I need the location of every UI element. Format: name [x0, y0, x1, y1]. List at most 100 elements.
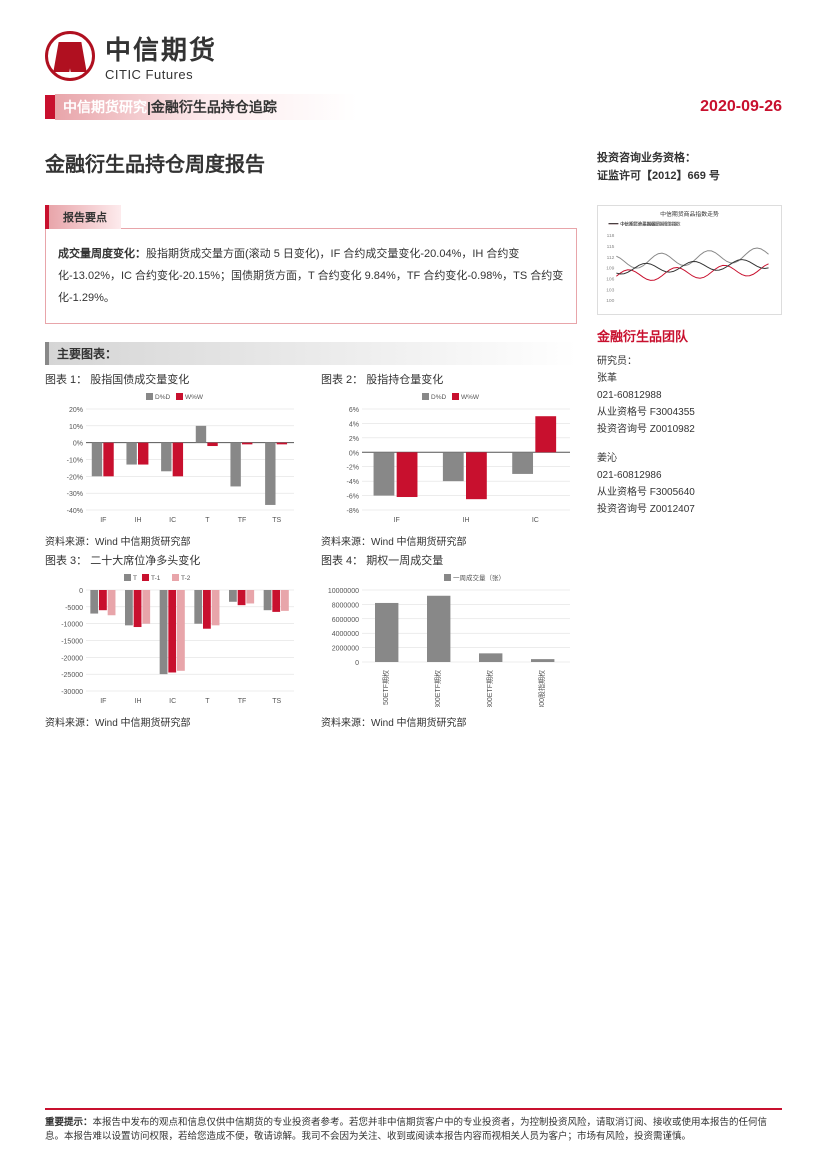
- mini-index-chart: 中信期货商品指数走势中信期货十年期国债期货指数中信期货沪深300股指期货指数中信…: [597, 205, 782, 315]
- svg-text:IH: IH: [135, 698, 142, 705]
- chart-4-source: 资料来源：Wind 中信期货研究部: [321, 714, 577, 729]
- disclaimer-text: 本报告中发布的观点和信息仅供中信期货的专业投资者参考。若您并非中信期货客户中的专…: [45, 1117, 767, 1142]
- svg-text:106: 106: [606, 277, 614, 283]
- svg-text:T: T: [205, 698, 210, 705]
- svg-text:TF: TF: [238, 517, 247, 524]
- svg-text:IC: IC: [532, 517, 539, 524]
- svg-text:中信期货商品指数走势: 中信期货商品指数走势: [660, 210, 719, 218]
- svg-text:IH: IH: [463, 517, 470, 524]
- svg-text:0: 0: [355, 660, 359, 667]
- svg-text:IH: IH: [135, 517, 142, 524]
- svg-text:T-1: T-1: [151, 575, 161, 582]
- svg-text:TF: TF: [238, 698, 247, 705]
- svg-text:IF: IF: [100, 517, 106, 524]
- chart-1-svg: -40%-30%-20%-10%0%10%20%IFIHICTTFTSD%DW%…: [45, 391, 301, 526]
- keypoint-text: 成交量周度变化：股指期货成交量方面(滚动 5 日变化)，IF 合约成交量变化-2…: [58, 248, 563, 304]
- chart-4: 图表 4： 期权一周成交量 0 2000000 4000000 6000000 8000…: [321, 552, 577, 729]
- svg-text:-20%: -20%: [67, 474, 83, 481]
- qual-line1: 投资咨询业务资格：: [597, 150, 782, 168]
- svg-text:100: 100: [606, 298, 614, 304]
- svg-text:IC: IC: [169, 698, 176, 705]
- svg-text:0%: 0%: [349, 450, 359, 457]
- svg-text:0: 0: [79, 588, 83, 595]
- svg-text:10%: 10%: [69, 424, 83, 431]
- team-member: 姜沁021-60812986从业资格号 F3005640投资咨询号 Z00124…: [597, 450, 782, 518]
- svg-text:TS: TS: [272, 517, 281, 524]
- disclaimer-bold: 重要提示：: [45, 1117, 93, 1128]
- chart-1-title: 图表 1： 股指国债成交量变化: [45, 371, 301, 387]
- svg-text:2000000: 2000000: [332, 646, 359, 653]
- tag-track: 金融衍生品持仓追踪: [151, 99, 277, 115]
- qualification: 投资咨询业务资格： 证监许可【2012】669 号: [597, 150, 782, 185]
- svg-text:-4%: -4%: [347, 479, 359, 486]
- section-main-charts: 主要图表：: [45, 342, 577, 365]
- svg-text:118: 118: [607, 233, 615, 239]
- header-tags: 中信期货研究|金融衍生品持仓追踪: [55, 94, 357, 120]
- svg-text:TS: TS: [272, 698, 281, 705]
- svg-text:6%: 6%: [349, 407, 359, 414]
- svg-text:W%W: W%W: [461, 394, 480, 401]
- keypoint-tag: 报告要点: [45, 205, 121, 229]
- svg-text:-8%: -8%: [347, 508, 359, 515]
- page-title: 金融衍生品持仓周度报告: [45, 148, 577, 177]
- team-title: 金融衍生品团队: [597, 326, 782, 345]
- chart-3-source: 资料来源：Wind 中信期货研究部: [45, 714, 301, 729]
- chart-3-title: 图表 3： 二十大席位净多头变化: [45, 552, 301, 568]
- chart-2-title: 图表 2： 股指持仓量变化: [321, 371, 577, 387]
- svg-text:115: 115: [607, 244, 615, 250]
- team-member: 研究员：张革021-60812988从业资格号 F3004355投资咨询号 Z0…: [597, 353, 782, 438]
- svg-text:4000000: 4000000: [332, 631, 359, 638]
- red-accent: [45, 95, 55, 119]
- disclaimer: 重要提示：本报告中发布的观点和信息仅供中信期货的专业投资者参考。若您并非中信期货…: [45, 1108, 782, 1145]
- svg-text:W%W: W%W: [185, 394, 204, 401]
- svg-text:-25000: -25000: [61, 672, 83, 679]
- chart-3: 图表 3： 二十大席位净多头变化 -30000 -25000 -20000 -1500…: [45, 552, 301, 729]
- svg-text:T-2: T-2: [181, 575, 191, 582]
- svg-text:深交所-300ETF期权: 深交所-300ETF期权: [485, 670, 494, 707]
- svg-text:-10000: -10000: [61, 622, 83, 629]
- svg-text:D%D: D%D: [155, 394, 170, 401]
- svg-text:-20000: -20000: [61, 655, 83, 662]
- tag-research: 中信期货研究: [63, 99, 147, 115]
- svg-text:D%D: D%D: [431, 394, 446, 401]
- chart-4-svg: 0 2000000 4000000 6000000 8000000 10000000 50E…: [321, 572, 577, 707]
- chart-3-svg: -30000-25000-20000-15000-10000-50000IFIH…: [45, 572, 301, 707]
- logo-mark: [45, 31, 95, 81]
- svg-text:中信期货商品指数: 中信期货商品指数: [620, 221, 656, 228]
- qual-line2: 证监许可【2012】669 号: [597, 168, 782, 186]
- svg-text:IC: IC: [169, 517, 176, 524]
- chart-2-svg: -8% -6% -4% -2% 0% 2% 4% 6% IF IH IC D%D W%W: [321, 391, 577, 526]
- svg-text:-30000: -30000: [61, 689, 83, 696]
- svg-text:-40%: -40%: [67, 508, 83, 515]
- svg-text:-6%: -6%: [347, 494, 359, 501]
- header-bar: 中信期货研究|金融衍生品持仓追踪 2020-09-26: [45, 94, 782, 120]
- svg-text:10000000: 10000000: [328, 588, 359, 595]
- logo-en: CITIC Futures: [105, 67, 217, 82]
- svg-text:上交所-300ETF期权: 上交所-300ETF期权: [433, 670, 442, 707]
- svg-text:0%: 0%: [73, 441, 83, 448]
- svg-text:-10%: -10%: [67, 458, 83, 465]
- svg-text:T: T: [133, 575, 137, 582]
- svg-text:2%: 2%: [349, 436, 359, 443]
- svg-text:-2%: -2%: [347, 465, 359, 472]
- svg-text:112: 112: [607, 255, 615, 261]
- svg-text:IF: IF: [100, 698, 106, 705]
- svg-text:109: 109: [606, 266, 614, 272]
- chart-2: 图表 2： 股指持仓量变化 -8% -6% -4% -2% 0% 2% 4% 6% IF IH IC…: [321, 371, 577, 548]
- keypoint-box: 成交量周度变化：股指期货成交量方面(滚动 5 日变化)，IF 合约成交量变化-2…: [45, 228, 577, 324]
- chart-1: 图表 1： 股指国债成交量变化 -40%-30%-20%-10%0%10%20%…: [45, 371, 301, 548]
- svg-text:4%: 4%: [349, 421, 359, 428]
- svg-text:6000000: 6000000: [332, 617, 359, 624]
- svg-text:20%: 20%: [69, 407, 83, 414]
- chart-1-source: 资料来源：Wind 中信期货研究部: [45, 533, 301, 548]
- chart-2-source: 资料来源：Wind 中信期货研究部: [321, 533, 577, 548]
- svg-text:103: 103: [606, 288, 614, 294]
- chart-4-title: 图表 4： 期权一周成交量: [321, 552, 577, 568]
- logo: 中信期货 CITIC Futures: [45, 30, 782, 82]
- svg-text:IF: IF: [394, 517, 400, 524]
- svg-text:-15000: -15000: [61, 639, 83, 646]
- svg-text:8000000: 8000000: [332, 602, 359, 609]
- svg-text:一周成交量（张）: 一周成交量（张）: [453, 573, 505, 582]
- svg-text:50ETF期权: 50ETF期权: [381, 670, 390, 705]
- logo-cn: 中信期货: [105, 30, 217, 67]
